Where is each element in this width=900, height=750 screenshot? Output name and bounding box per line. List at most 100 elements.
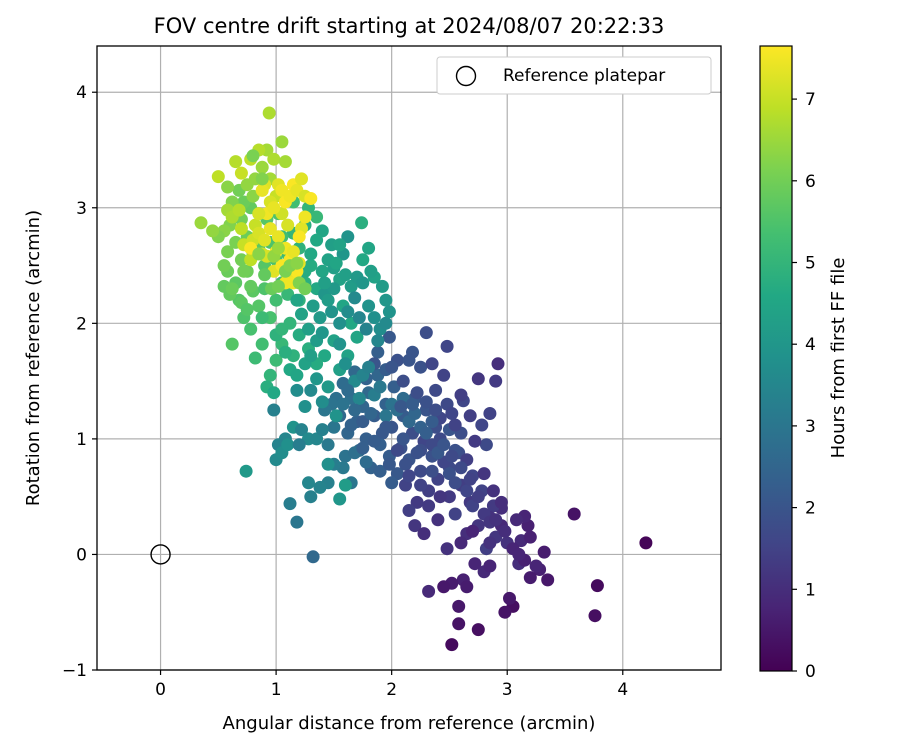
x-tick-label: 0 (155, 680, 166, 700)
data-point (410, 495, 424, 509)
data-point (290, 383, 304, 397)
y-axis-label: Rotation from reference (arcmin) (23, 210, 44, 506)
data-point (321, 457, 335, 471)
data-point (292, 230, 306, 244)
data-point (295, 423, 308, 437)
data-point (255, 337, 269, 351)
data-point (437, 368, 451, 382)
colorbar-tick-label: 0 (805, 662, 816, 682)
data-point (379, 316, 393, 330)
data-point (471, 623, 485, 637)
data-point (422, 584, 436, 598)
data-point (310, 432, 324, 446)
data-points (194, 106, 653, 652)
data-point (255, 160, 269, 174)
data-point (359, 455, 373, 469)
data-point (333, 492, 347, 506)
data-point (479, 438, 493, 452)
colorbar-tick-label: 7 (805, 90, 816, 110)
data-point (304, 192, 318, 205)
data-point (437, 580, 451, 594)
data-point (321, 293, 335, 307)
data-point (292, 328, 306, 342)
data-point (454, 388, 468, 402)
data-point (221, 245, 235, 259)
data-point (306, 299, 320, 313)
data-point (523, 530, 537, 544)
reference-marker (150, 544, 171, 565)
data-point (290, 256, 304, 270)
data-point (362, 299, 376, 313)
legend-label: Reference platepar (503, 66, 665, 86)
data-point (333, 238, 347, 252)
data-point (367, 434, 381, 448)
data-point (394, 400, 408, 413)
data-point (321, 380, 335, 394)
colorbar-label: Hours from first FF file (828, 258, 849, 459)
data-point (263, 222, 277, 236)
colorbar-tick-label: 6 (805, 172, 816, 192)
data-point (454, 461, 468, 475)
data-point (448, 418, 462, 432)
data-point (269, 293, 283, 307)
data-point (452, 617, 466, 631)
reference-point-circle (150, 544, 171, 565)
data-point (425, 357, 439, 371)
colorbar-tick-label: 4 (805, 335, 816, 355)
data-point (419, 426, 433, 440)
data-point (414, 360, 428, 374)
data-point (373, 380, 387, 394)
data-point (364, 264, 378, 278)
data-point (414, 464, 428, 478)
y-tick-label: 0 (76, 545, 87, 565)
data-point (295, 172, 308, 186)
y-tick-label: 4 (76, 83, 87, 103)
data-point (278, 345, 292, 359)
data-point (244, 279, 258, 293)
data-point (310, 210, 324, 224)
data-point (329, 256, 343, 270)
y-tick-label: −1 (62, 661, 87, 681)
data-point (310, 372, 324, 386)
data-point (244, 322, 258, 336)
colorbar (759, 45, 793, 672)
data-point (232, 203, 246, 217)
data-point (290, 515, 304, 529)
data-point (318, 349, 332, 363)
data-point (310, 233, 324, 247)
data-point (283, 497, 297, 511)
data-point (252, 247, 266, 261)
data-point (321, 438, 335, 452)
data-point (408, 519, 422, 533)
data-point (239, 464, 253, 478)
data-point (406, 397, 419, 411)
data-point (385, 360, 399, 374)
data-point (454, 536, 468, 550)
data-point (463, 472, 477, 486)
data-point (240, 303, 254, 316)
data-point (367, 311, 381, 325)
colorbar-tick-label: 3 (805, 417, 816, 437)
y-tick-label: 2 (76, 314, 87, 334)
data-point (234, 253, 248, 267)
data-point (371, 345, 385, 359)
data-point (385, 476, 399, 490)
data-point (304, 349, 318, 363)
data-point (414, 478, 428, 492)
data-point (269, 353, 283, 367)
data-point (639, 536, 653, 550)
colorbar-tick-label: 2 (805, 499, 816, 519)
data-point (362, 241, 376, 255)
data-point (356, 415, 370, 429)
data-point (313, 480, 327, 494)
data-point (475, 418, 489, 432)
data-point (445, 638, 459, 652)
data-point (512, 547, 526, 561)
data-point (341, 230, 355, 244)
data-point (477, 467, 491, 481)
data-point (333, 316, 347, 330)
data-point (489, 513, 503, 527)
data-point (590, 579, 604, 593)
data-point (463, 409, 477, 423)
